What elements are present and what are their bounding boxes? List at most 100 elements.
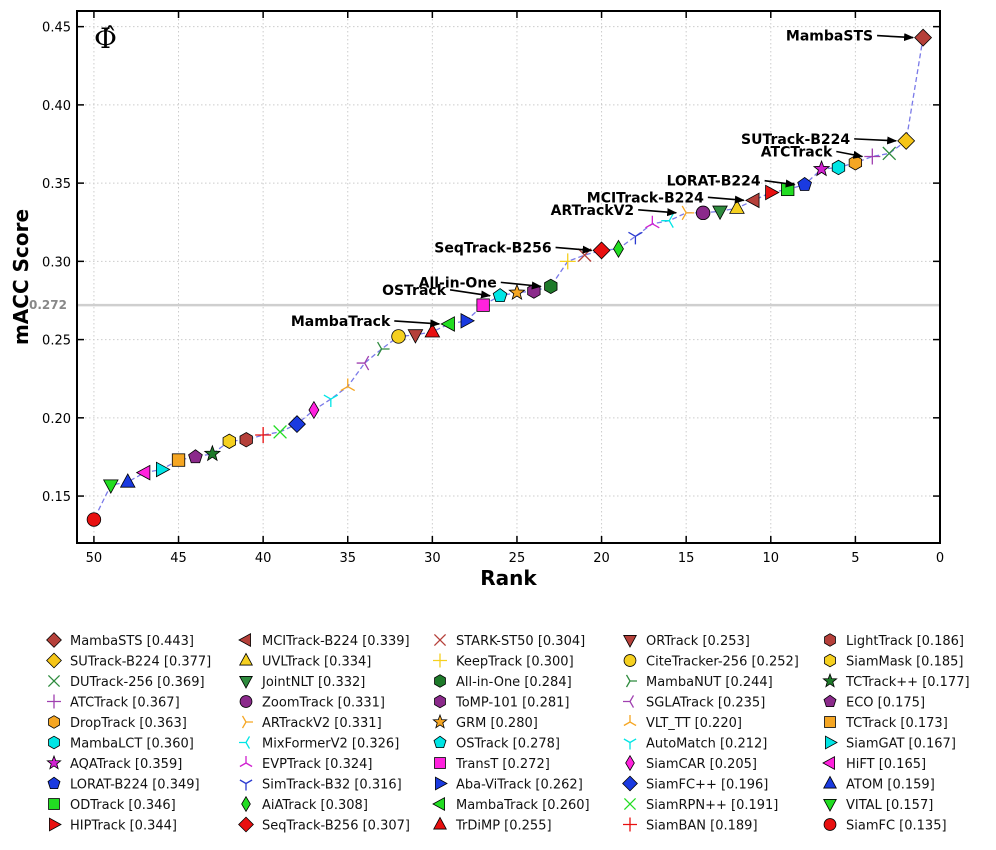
y-tick-label: 0.35: [42, 177, 71, 192]
y-tick-label: 0.15: [42, 490, 71, 505]
legend-entry-tomp-101: ToMP-101 [0.281]: [455, 696, 569, 711]
annotation-arrow-artrackv2: [638, 208, 678, 217]
legend-entry-mixformerv2: MixFormerV2 [0.326]: [262, 737, 399, 752]
annotation-mambatrack: MambaTrack: [291, 314, 391, 330]
annotation-arrow-mambasts: [877, 33, 915, 42]
plot-frame: [76, 10, 941, 544]
legend-marker-siamrpn: [623, 797, 637, 811]
legend-entry-uvltrack: UVLTrack [0.334]: [262, 655, 371, 670]
legend-marker-sglatrack: [623, 695, 635, 708]
legend-entry-odtrack: ODTrack [0.346]: [70, 798, 176, 813]
point-sglatrack: [356, 355, 370, 371]
legend-marker-artrackv2: [241, 715, 253, 729]
point-vlt-tt: [340, 378, 356, 392]
x-tick-label: 25: [509, 551, 526, 566]
legend-entry-zoomtrack: ZoomTrack [0.331]: [262, 696, 385, 711]
legend-entry-tctrack: TCTrack++ [0.177]: [845, 675, 970, 690]
point-aba-vitrack: [460, 312, 476, 329]
legend-entry-lorat-b224: LORAT-B224 [0.349]: [70, 778, 200, 793]
point-mambalct: [831, 159, 846, 176]
legend-marker-mambasts: [46, 632, 62, 648]
point-siamrpn: [273, 425, 287, 439]
legend-entry-eco: ECO [0.175]: [846, 696, 925, 711]
corner-symbol: Φ̂: [94, 22, 117, 55]
x-tick-label: 50: [86, 551, 103, 566]
legend-marker-sutrack-b224: [46, 652, 62, 669]
legend-entry-citetracker-256: CiteTracker-256 [0.252]: [646, 655, 799, 670]
point-ortrack: [407, 329, 424, 344]
legend-marker-eco: [823, 694, 837, 707]
legend-entry-aqatrack: AQATrack [0.359]: [70, 757, 182, 772]
legend-entry-automatch: AutoMatch [0.212]: [646, 737, 767, 752]
legend-marker-seqtrack-b256: [238, 816, 254, 833]
annotation-ostrack: OSTrack: [382, 283, 447, 299]
x-tick-label: 20: [593, 551, 610, 566]
annotation-atctrack: ATCTrack: [761, 145, 833, 161]
annotation-arrow-lorat-b224: [764, 179, 796, 188]
point-vital: [102, 479, 119, 494]
legend-marker-hiptrack: [49, 817, 62, 832]
point-zoomtrack: [695, 205, 711, 221]
legend-marker-siamfc: [622, 775, 638, 792]
annotation-arrow-all-in-one: [500, 281, 542, 290]
legend-marker-ostrack: [433, 735, 447, 748]
legend-entry-all-in-one: All-in-One [0.284]: [456, 675, 572, 690]
point-lorat-b224: [797, 176, 812, 191]
point-citetracker-256: [391, 329, 406, 344]
legend-marker-hift: [822, 756, 835, 770]
point-mambasts: [914, 28, 933, 47]
annotation-arrow-sutrack-b224: [854, 136, 898, 145]
legend-marker-jointnlt: [239, 676, 253, 689]
x-tick-label: 30: [424, 551, 441, 566]
y-tick-label: 0.45: [42, 21, 71, 36]
legend-marker-tomp-101: [434, 694, 446, 709]
point-hiptrack: [765, 184, 780, 201]
legend-marker-zoomtrack: [239, 695, 253, 708]
legend-entry-artrackv2: ARTrackV2 [0.331]: [262, 716, 382, 731]
annotations: MambaSTS SUTrack-B224ATCTrackLORAT-B224MC…: [291, 29, 915, 330]
annotation-arrow-mcitrack-b224: [707, 195, 745, 204]
legend-marker-atctrack: [47, 694, 61, 709]
point-siamcar: [308, 400, 320, 420]
legend-marker-trdimp: [433, 816, 447, 830]
point-all-in-one: [544, 278, 558, 295]
legend-entry-seqtrack-b256: SeqTrack-B256 [0.307]: [262, 819, 410, 834]
legend-entry-siamrpn: SiamRPN++ [0.191]: [646, 798, 778, 813]
legend-entry-atom: ATOM [0.159]: [846, 778, 935, 793]
point-droptrack: [848, 155, 863, 171]
legend-entry-tctrack: TCTrack [0.173]: [845, 716, 948, 731]
y-tick-label: 0.40: [42, 99, 71, 114]
point-lighttrack: [239, 432, 253, 448]
legend-marker-lighttrack: [824, 633, 836, 647]
legend-entry-mambasts: MambaSTS [0.443]: [70, 634, 194, 649]
legend-entry-ostrack: OSTrack [0.278]: [456, 737, 560, 752]
legend-marker-droptrack: [48, 715, 60, 729]
annotation-mambasts: MambaSTS: [786, 29, 873, 45]
point-siammask: [222, 433, 236, 449]
chart-grid: [77, 11, 941, 543]
legend-entry-aiatrack: AiATrack [0.308]: [262, 798, 368, 813]
legend-marker-atom: [823, 775, 837, 789]
legend-entry-siammask: SiamMask [0.185]: [846, 655, 963, 670]
point-siamban: [255, 427, 272, 444]
point-evptrack: [645, 215, 660, 229]
legend: MambaSTS [0.443] SUTrack-B224 [0.377] DUTr…: [46, 632, 970, 834]
annotation-all-in-one: All-in-One: [419, 275, 497, 291]
annotation-arrow-ostrack: [449, 288, 492, 299]
legend-entry-atctrack: ATCTrack [0.367]: [70, 696, 180, 711]
legend-entry-hiptrack: HIPTrack [0.344]: [70, 819, 177, 834]
point-transt: [476, 298, 490, 312]
legend-marker-odtrack: [48, 798, 60, 810]
legend-marker-all-in-one: [434, 674, 446, 688]
series-connector-line: [93, 37, 924, 520]
legend-marker-stark-st50: [433, 633, 447, 647]
point-keeptrack: [559, 253, 576, 270]
legend-entry-ortrack: ORTrack [0.253]: [646, 634, 750, 649]
x-axis-ticks: 50 45 40 35 30 25 20 15 10 5 0: [86, 11, 944, 566]
legend-marker-siamcar: [625, 754, 635, 772]
legend-entry-siamcar: SiamCAR [0.205]: [646, 757, 757, 772]
legend-entry-lighttrack: LightTrack [0.186]: [846, 634, 964, 649]
legend-marker-automatch: [623, 738, 637, 750]
reference-line-label: 0.272: [29, 298, 67, 312]
legend-entry-mambanut: MambaNUT [0.244]: [646, 675, 773, 690]
